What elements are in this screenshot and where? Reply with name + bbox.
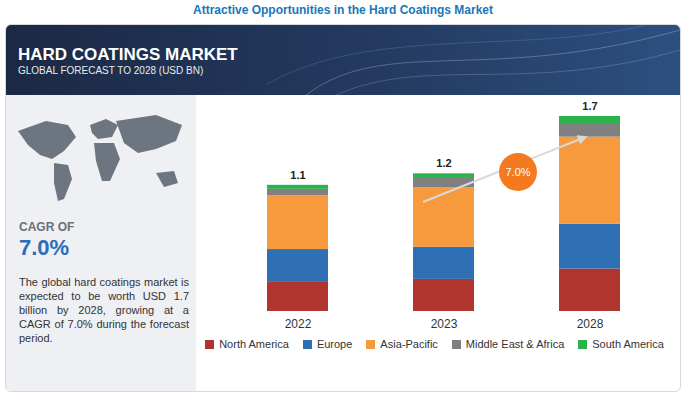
svg-text:2022: 2022 <box>285 317 312 331</box>
html-text:CAGR OF: CAGR OF <box>19 220 75 234</box>
html-text:North America: North America <box>219 338 289 350</box>
svg-text:2028: 2028 <box>577 317 604 331</box>
html-text:Europe: Europe <box>316 338 353 350</box>
html-text:Middle East & Africa: Middle East & Africa <box>465 338 565 350</box>
html-text:Attractive Opportunities in th: Attractive Opportunities in the Hard Coa… <box>193 3 493 17</box>
html-text:Asia-Pacific: Asia-Pacific <box>380 338 438 350</box>
svg-text:1.1: 1.1 <box>290 169 305 181</box>
html-text:South America: South America <box>592 338 664 350</box>
svg-text:2023: 2023 <box>431 317 458 331</box>
svg-text:7.0%: 7.0% <box>505 166 530 178</box>
html-text:7.0%: 7.0% <box>19 235 70 260</box>
svg-text:1.7: 1.7 <box>582 100 597 112</box>
html-text:HARD COATINGS MARKET: HARD COATINGS MARKET <box>18 45 238 64</box>
svg-text:1.2: 1.2 <box>436 157 451 169</box>
html-text:GLOBAL FORECAST TO 2028 (USD B: GLOBAL FORECAST TO 2028 (USD BN) <box>18 65 204 76</box>
html-text:The global hard coatings marke: The global hard coatings market is expec… <box>19 276 189 344</box>
